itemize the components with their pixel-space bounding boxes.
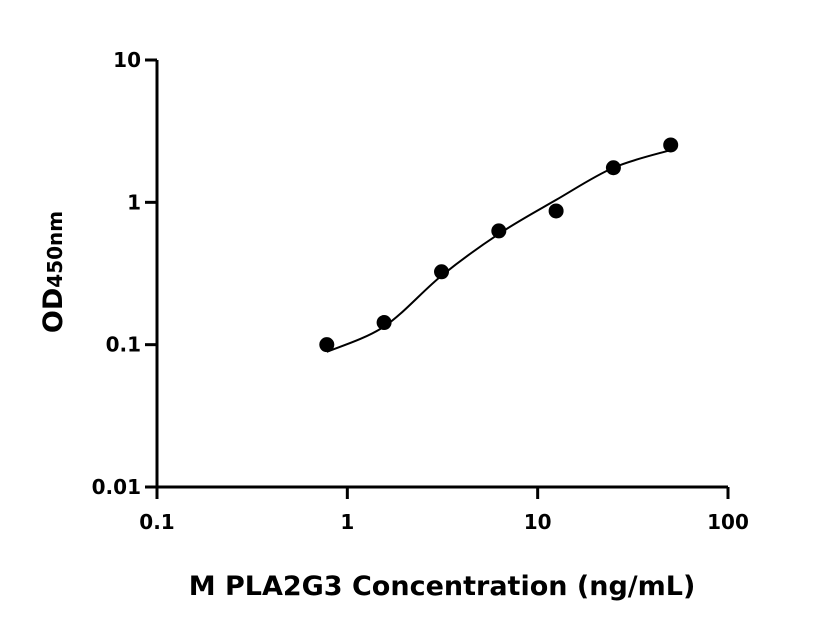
y-tick-label: 1 (127, 190, 141, 214)
data-point (319, 337, 335, 353)
y-axis-label-sub: 450nm (43, 211, 67, 288)
data-point (663, 137, 679, 153)
x-axis-label: M PLA2G3 Concentration (ng/mL) (189, 571, 696, 602)
fit-curve (326, 149, 671, 353)
y-axis-label: OD450nm (38, 211, 69, 333)
y-tick-label: 0.01 (92, 475, 141, 499)
x-tick-label: 0.1 (139, 510, 174, 534)
y-tick-label: 0.1 (106, 333, 141, 357)
x-tick-label: 100 (707, 510, 749, 534)
y-axis-label-main: OD (38, 288, 69, 333)
x-tick-label: 1 (340, 510, 354, 534)
data-point (548, 203, 564, 219)
x-tick-label: 10 (524, 510, 552, 534)
data-point (491, 223, 507, 239)
data-point (376, 315, 392, 331)
y-tick-label: 10 (113, 48, 141, 72)
data-point (434, 264, 450, 280)
